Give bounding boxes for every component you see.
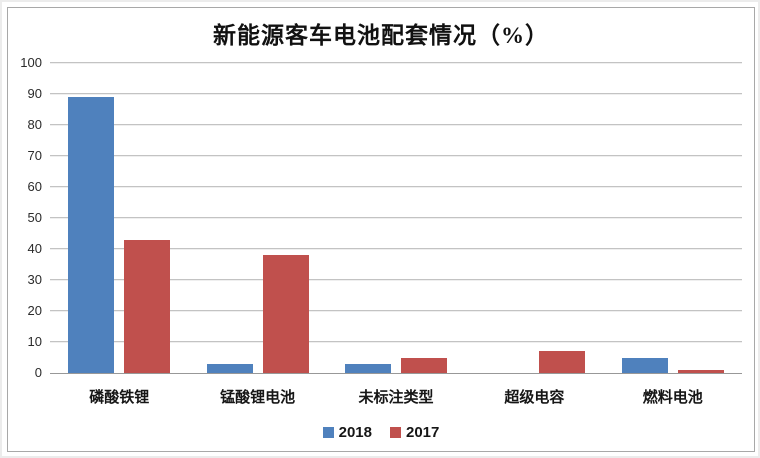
- y-tick-label-60: 60: [27, 179, 42, 194]
- x-tick-label-3: 未标注类型: [358, 389, 434, 406]
- bar-2017-category-5: [677, 369, 724, 373]
- x-tick-label-1: 磷酸铁锂: [89, 389, 150, 406]
- legend-swatch-2018: [322, 427, 334, 438]
- gridline-80: [50, 124, 742, 125]
- legend-item-2018: 2018: [322, 424, 372, 441]
- bar-2017-category-2: [262, 255, 309, 373]
- gridline-30: [50, 279, 742, 280]
- bar-2018-category-5: [621, 357, 668, 373]
- y-tick-label-50: 50: [27, 210, 42, 225]
- gridline-40: [50, 248, 742, 249]
- chart-title: 新能源客车电池配套情况（%）: [213, 23, 549, 48]
- x-tick-label-5: 燃料电池: [642, 389, 703, 406]
- y-tick-label-30: 30: [27, 272, 42, 287]
- x-tick-label-2: 锰酸锂电池: [220, 389, 296, 406]
- legend-swatch-2017: [390, 427, 401, 438]
- gridline-50: [50, 217, 742, 218]
- y-axis-labels: 0 10 20 30 40 50 60 70 80 90 100: [8, 55, 42, 380]
- bar-2018-category-3: [345, 363, 391, 373]
- legend-label-2017: 2017: [406, 424, 440, 441]
- x-axis-labels: 磷酸铁锂 锰酸锂电池 未标注类型 超级电容 燃料电池: [50, 386, 742, 410]
- gridline-10: [50, 341, 742, 342]
- gridline-20: [50, 310, 742, 311]
- bar-2018-category-2: [206, 363, 253, 373]
- chart-frame: 新能源客车电池配套情况（%） 0 10 20 30 40 50 60 70 80 90 100 磷酸…: [7, 7, 755, 452]
- y-tick-label-70: 70: [27, 148, 42, 163]
- bar-2017-category-1: [124, 239, 171, 373]
- plot-area: [50, 62, 742, 374]
- gridline-90: [50, 93, 742, 94]
- y-tick-label-0: 0: [34, 365, 42, 380]
- gridline-70: [50, 155, 742, 156]
- bar-2017-category-3: [401, 357, 447, 373]
- gridline-60: [50, 186, 742, 187]
- legend-label-2018: 2018: [338, 424, 372, 441]
- y-tick-label-40: 40: [27, 241, 42, 256]
- gridline-100: [50, 62, 742, 63]
- x-tick-label-4: 超级电容: [504, 389, 565, 406]
- y-tick-label-20: 20: [27, 303, 42, 318]
- legend-item-2017: 2017: [390, 424, 439, 441]
- y-tick-label-90: 90: [27, 86, 42, 101]
- y-tick-label-100: 100: [20, 55, 42, 70]
- bar-2018-category-1: [68, 97, 115, 373]
- y-tick-label-10: 10: [27, 334, 42, 349]
- legend: 2018 2017: [8, 424, 754, 441]
- y-tick-label-80: 80: [27, 117, 42, 132]
- bar-2017-category-4: [539, 351, 586, 373]
